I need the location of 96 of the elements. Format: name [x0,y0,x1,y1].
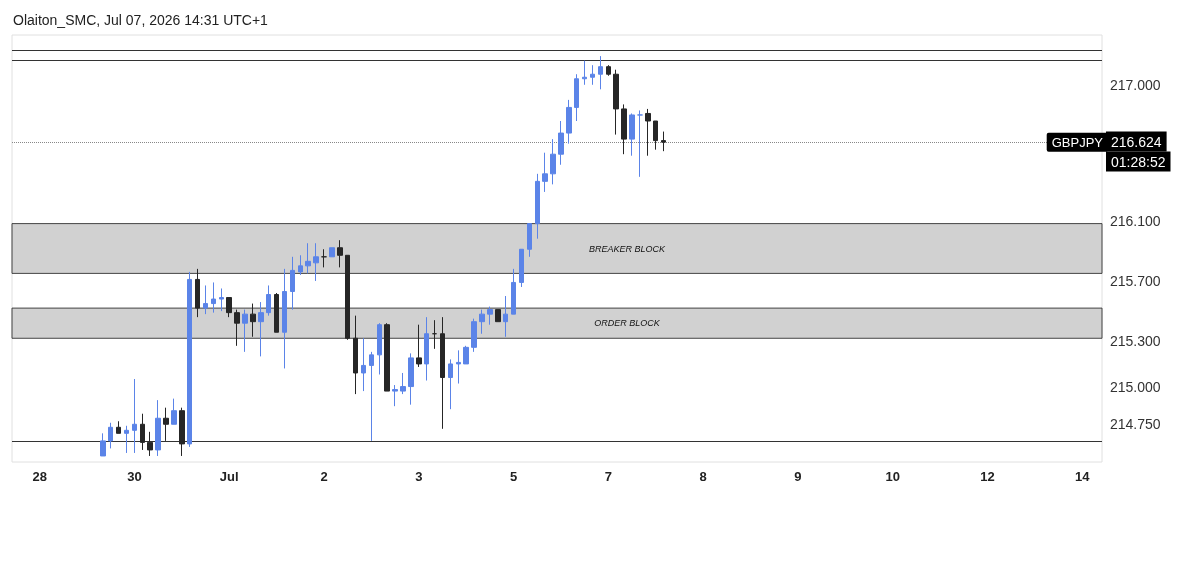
candlestick [590,64,595,86]
ref-line-label: GBPJPY [1051,134,1104,150]
y-tick-label: 215.700 [1110,272,1161,289]
band-label: ORDER BLOCK [594,318,661,329]
candlestick [566,99,572,145]
candlestick [400,372,406,395]
candlestick [448,358,453,410]
candlestick [645,108,651,157]
candlestick [408,352,414,406]
x-tick-label: 28 [32,469,47,484]
candlestick [234,309,240,347]
candlestick [147,431,153,457]
candlestick [606,64,611,77]
candlestick [511,268,516,315]
candlestick [108,422,113,449]
candlestick [163,407,169,442]
candlestick [282,268,287,369]
chart-title: Olaiton_SMC, Jul 07, 2026 14:31 UTC+1 [13,12,269,28]
candlestick [140,413,145,451]
x-tick-label: 3 [415,469,423,484]
candlestick [290,256,295,311]
candlestick [124,425,129,454]
candlestick [456,349,461,385]
text: 216.624 [1111,133,1162,150]
candlestick [313,242,319,282]
candlestick [432,319,437,350]
candlestick [132,378,137,454]
x-tick-label: 12 [980,469,995,484]
x-tick-label: Jul [219,469,239,484]
candlestick [155,399,161,457]
candlestick [471,318,477,353]
candlestick [187,271,192,448]
candlestick [558,120,564,166]
candlestick [179,407,185,457]
x-tick-label: 14 [1075,469,1091,484]
candlestick [613,69,619,136]
candlestick [384,322,390,392]
y-tick-label: 215.300 [1110,333,1161,350]
band-label: BREAKER BLOCK [588,243,667,254]
candlestick [487,306,493,326]
x-tick-label: 10 [885,469,900,484]
candlestick [274,292,279,333]
y-tick-label: 216.100 [1110,212,1161,229]
candlestick [377,322,382,375]
y-tick-label: 217.000 [1110,76,1161,93]
text: 01:28:52 [1111,153,1166,170]
x-tick-label: 30 [127,469,142,484]
candlestick [100,432,106,457]
candlestick [661,131,666,152]
x-tick-label: 8 [699,469,707,484]
candlestick [629,112,635,157]
candlestick [353,315,358,395]
candlestick [171,398,177,425]
candlestick [440,316,445,430]
candlestick [369,351,374,442]
x-tick-label: 5 [509,469,518,484]
x-tick-label: 7 [604,469,612,484]
candlestick [337,239,343,268]
candlestick [503,295,508,338]
candlestick [211,281,216,314]
candlestick [226,297,232,318]
candlestick [582,60,587,86]
candlestick [219,287,224,312]
y-tick-label: 215.000 [1110,378,1161,395]
candlestick [298,254,303,276]
x-tick-label: 9 [794,469,802,484]
candlestick [542,152,548,193]
candlestick [329,247,335,258]
candlestick [361,337,366,392]
candlestick [416,324,422,368]
candlestick [203,284,208,315]
candlestick [479,309,485,335]
candlestick [574,73,579,122]
candlestick [266,284,271,317]
candlestick [392,384,398,407]
candlestick [424,316,429,382]
candlestick [463,345,469,365]
candlestick [535,173,540,240]
candlestick [495,309,501,323]
candlestick [305,242,311,274]
y-tick-label: 214.750 [1110,416,1161,433]
candlestick [653,120,658,151]
candlestick [637,109,643,178]
x-tick-label: 2 [320,469,328,484]
candlestick [345,254,350,341]
candlestick [242,309,248,353]
candlestick [195,268,200,318]
candlestick [116,420,121,434]
candlestick [519,248,524,288]
candlestick [258,301,264,357]
candlestick [527,223,532,258]
candlestick [550,138,556,185]
candlestick [250,303,256,338]
candlestick [621,103,627,155]
candlestick [598,55,603,90]
candlestick [321,248,327,268]
